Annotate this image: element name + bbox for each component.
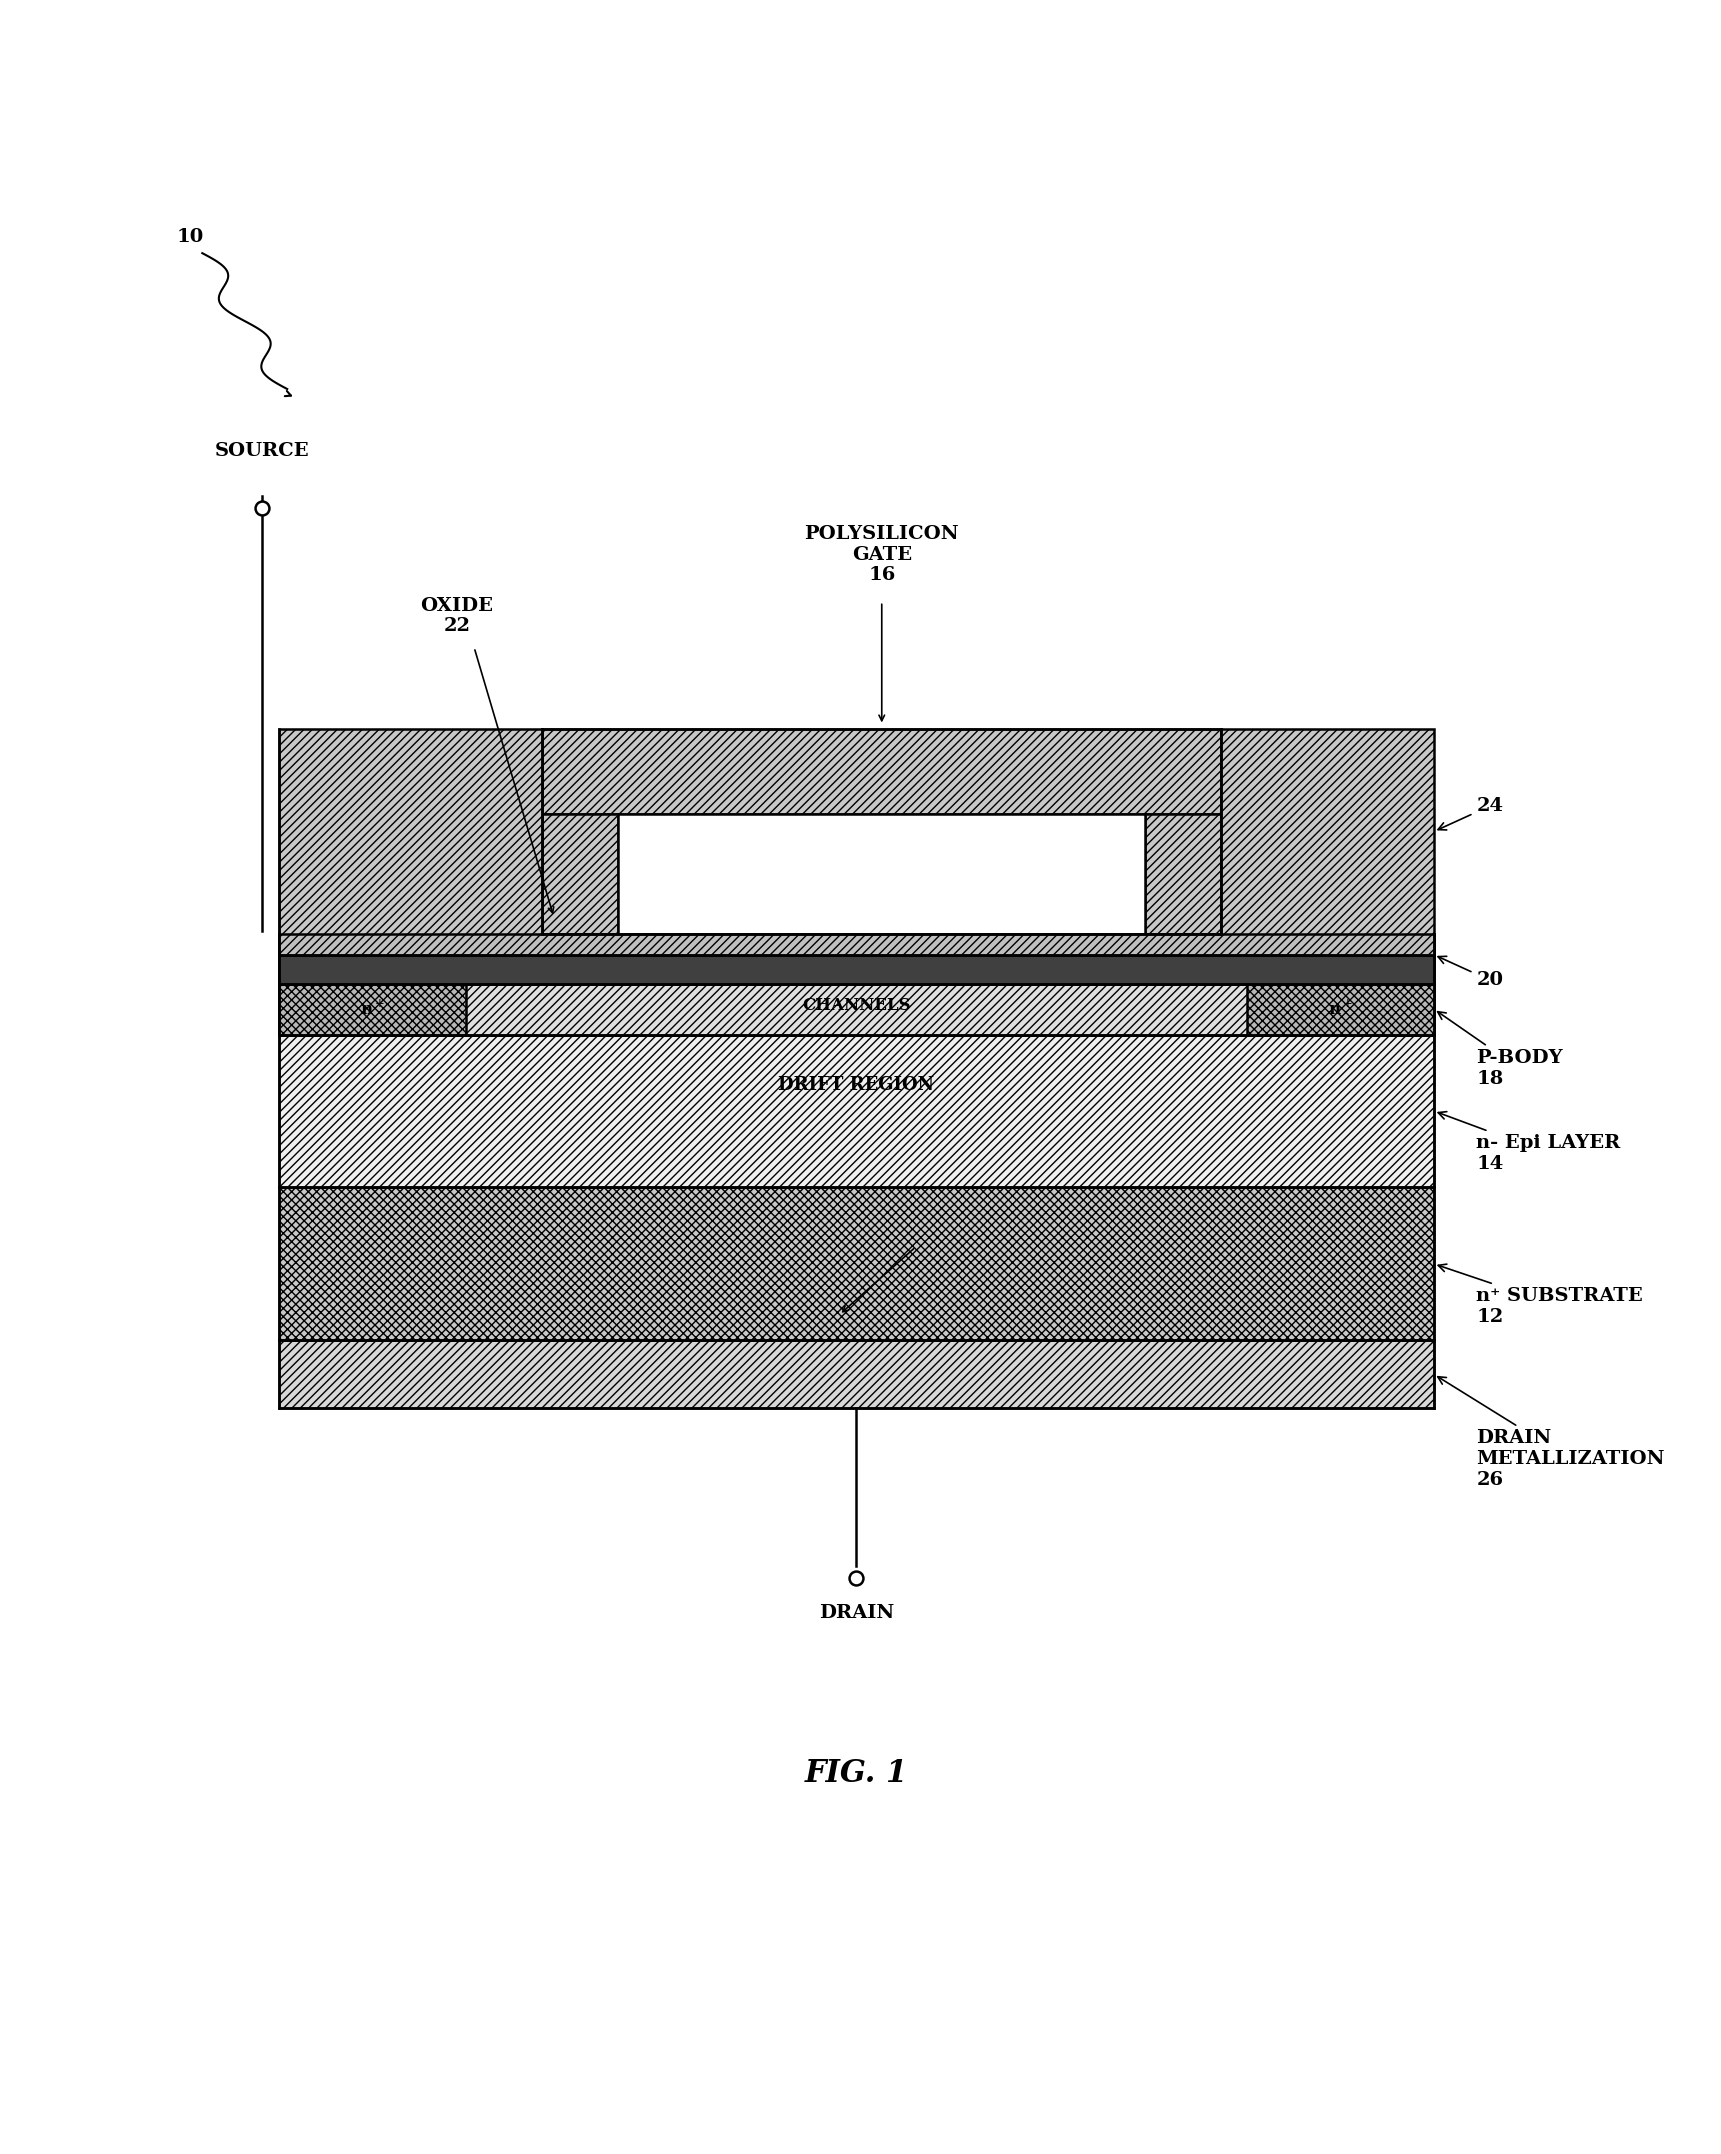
Bar	[279, 1187, 1434, 1340]
Text: CHANNELS: CHANNELS	[802, 997, 910, 1015]
Bar	[618, 814, 1144, 935]
Bar	[279, 984, 466, 1034]
Text: P-BODY
18: P-BODY 18	[1437, 1012, 1563, 1088]
Text: FIG. 1: FIG. 1	[805, 1758, 909, 1790]
Bar	[279, 954, 1434, 984]
Bar	[279, 1034, 1434, 1187]
Bar	[279, 1340, 1434, 1409]
Bar	[279, 954, 1434, 984]
Text: n- Epi LAYER
14: n- Epi LAYER 14	[1439, 1111, 1621, 1172]
Text: 20: 20	[1439, 956, 1504, 989]
Bar	[279, 935, 1434, 954]
Bar	[542, 728, 1222, 814]
Text: n$^+$: n$^+$	[360, 999, 386, 1019]
Bar	[1144, 814, 1222, 935]
Text: POLYSILICON
GATE
16: POLYSILICON GATE 16	[804, 526, 959, 584]
Bar	[1222, 728, 1434, 954]
Text: OXIDE
22: OXIDE 22	[420, 597, 494, 635]
Text: DRIFT REGION: DRIFT REGION	[778, 1077, 935, 1094]
Text: DRAIN
METALLIZATION
26: DRAIN METALLIZATION 26	[1437, 1376, 1664, 1488]
Text: n$^+$: n$^+$	[1329, 999, 1353, 1019]
Bar	[542, 814, 618, 935]
Bar	[279, 935, 1434, 954]
Text: 10: 10	[177, 228, 205, 246]
Text: DRAIN: DRAIN	[819, 1603, 893, 1622]
Bar	[279, 984, 1434, 1034]
Bar	[279, 728, 542, 954]
Text: SOURCE: SOURCE	[215, 442, 310, 461]
Bar	[1248, 984, 1434, 1034]
Text: 24: 24	[1439, 797, 1504, 829]
Text: n⁺ SUBSTRATE
12: n⁺ SUBSTRATE 12	[1439, 1264, 1644, 1325]
